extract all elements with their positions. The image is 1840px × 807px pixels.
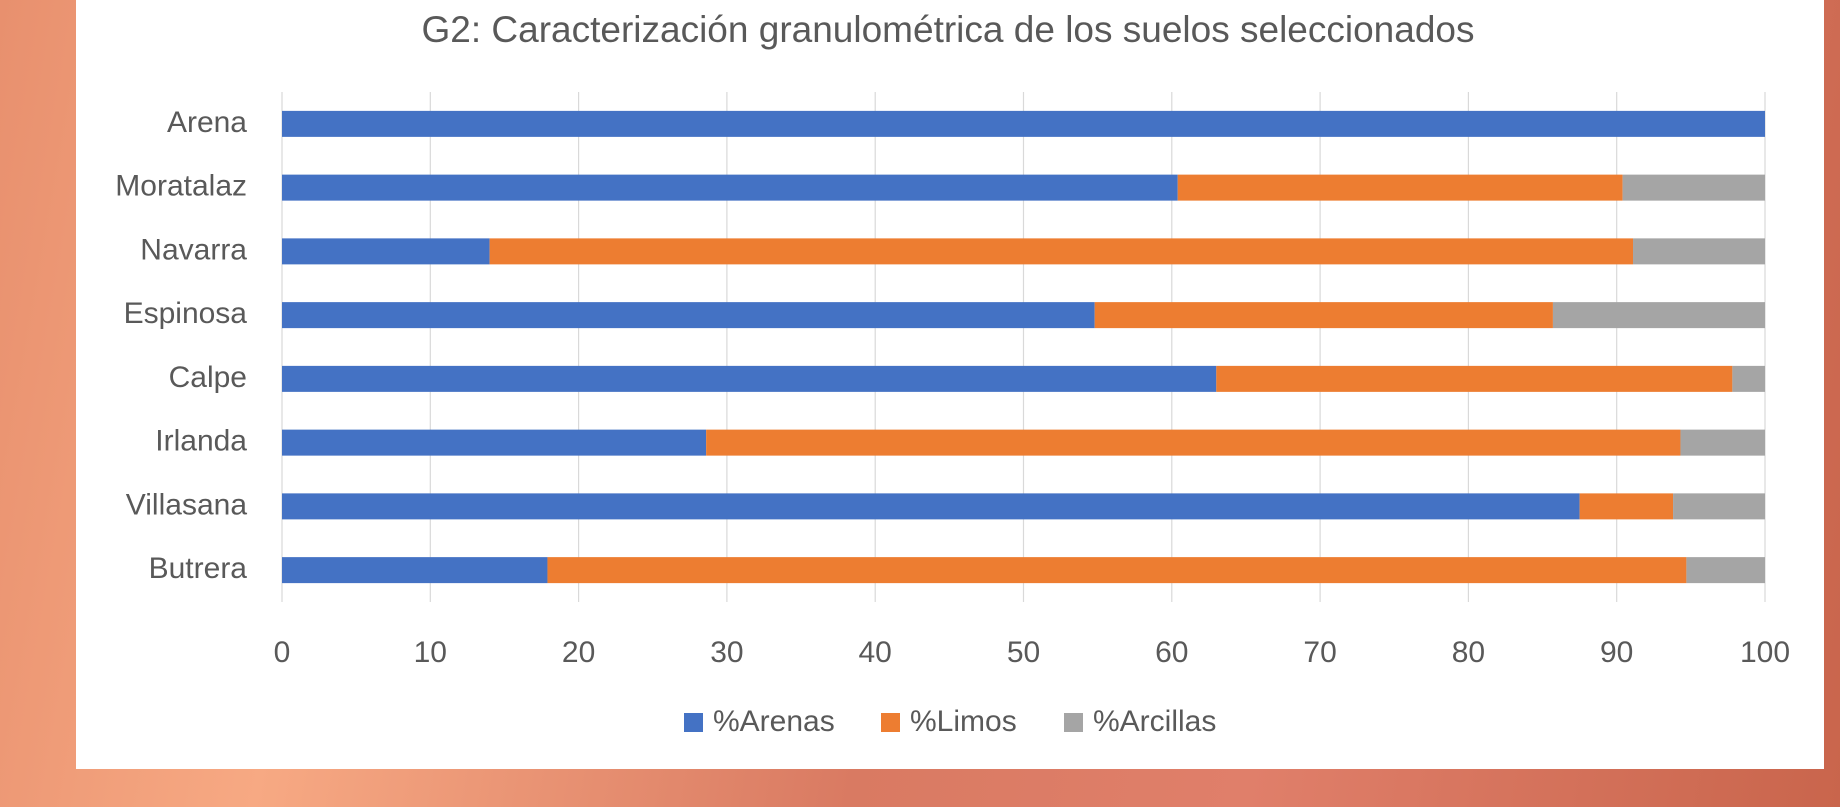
x-tick-label: 30 — [710, 636, 743, 669]
x-tick-label: 10 — [414, 636, 447, 669]
bar-segment — [1673, 493, 1765, 520]
bar-segment — [1680, 429, 1765, 456]
legend-swatch — [684, 713, 703, 732]
bar-segment — [282, 238, 490, 265]
bar-segment — [282, 110, 1765, 137]
bar-segment — [1686, 557, 1765, 584]
x-tick-label: 100 — [1740, 636, 1790, 669]
chart-title: G2: Caracterización granulométrica de lo… — [422, 9, 1475, 50]
bar-segment — [282, 429, 707, 456]
x-tick-label: 20 — [562, 636, 595, 669]
bar-segment — [1216, 365, 1733, 392]
y-tick-label: Navarra — [140, 233, 247, 266]
bar-segment — [282, 174, 1178, 201]
bar-segment — [1732, 365, 1765, 392]
bar-segment — [282, 493, 1580, 520]
y-tick-label: Irlanda — [155, 425, 247, 458]
bar-segment — [1633, 238, 1765, 265]
x-tick-label: 60 — [1155, 636, 1188, 669]
x-tick-label: 40 — [859, 636, 892, 669]
x-tick-label: 0 — [274, 636, 291, 669]
x-tick-label: 50 — [1007, 636, 1040, 669]
y-tick-label: Arena — [167, 106, 247, 139]
legend-label: %Arenas — [713, 705, 835, 738]
bar-segment — [282, 302, 1095, 329]
y-tick-label: Villasana — [126, 488, 248, 521]
bar-segment — [547, 557, 1687, 584]
legend-swatch — [1064, 713, 1083, 732]
y-tick-label: Calpe — [169, 361, 247, 394]
y-tick-label: Espinosa — [124, 297, 248, 330]
legend-label: %Limos — [910, 705, 1017, 738]
x-tick-label: 80 — [1452, 636, 1485, 669]
x-tick-label: 70 — [1303, 636, 1336, 669]
bar-segment — [489, 238, 1634, 265]
bar-segment — [1552, 302, 1765, 329]
bar-segment — [1622, 174, 1765, 201]
y-tick-label: Moratalaz — [115, 170, 247, 203]
bar-segment — [282, 365, 1217, 392]
legend-swatch — [881, 713, 900, 732]
bar-segment — [706, 429, 1681, 456]
y-tick-label: Butrera — [149, 552, 248, 585]
bar-segment — [282, 557, 548, 584]
bar-segment — [1177, 174, 1623, 201]
bar-segment — [1579, 493, 1674, 520]
legend-label: %Arcillas — [1093, 705, 1216, 738]
bar-segment — [1094, 302, 1553, 329]
x-tick-label: 90 — [1600, 636, 1633, 669]
